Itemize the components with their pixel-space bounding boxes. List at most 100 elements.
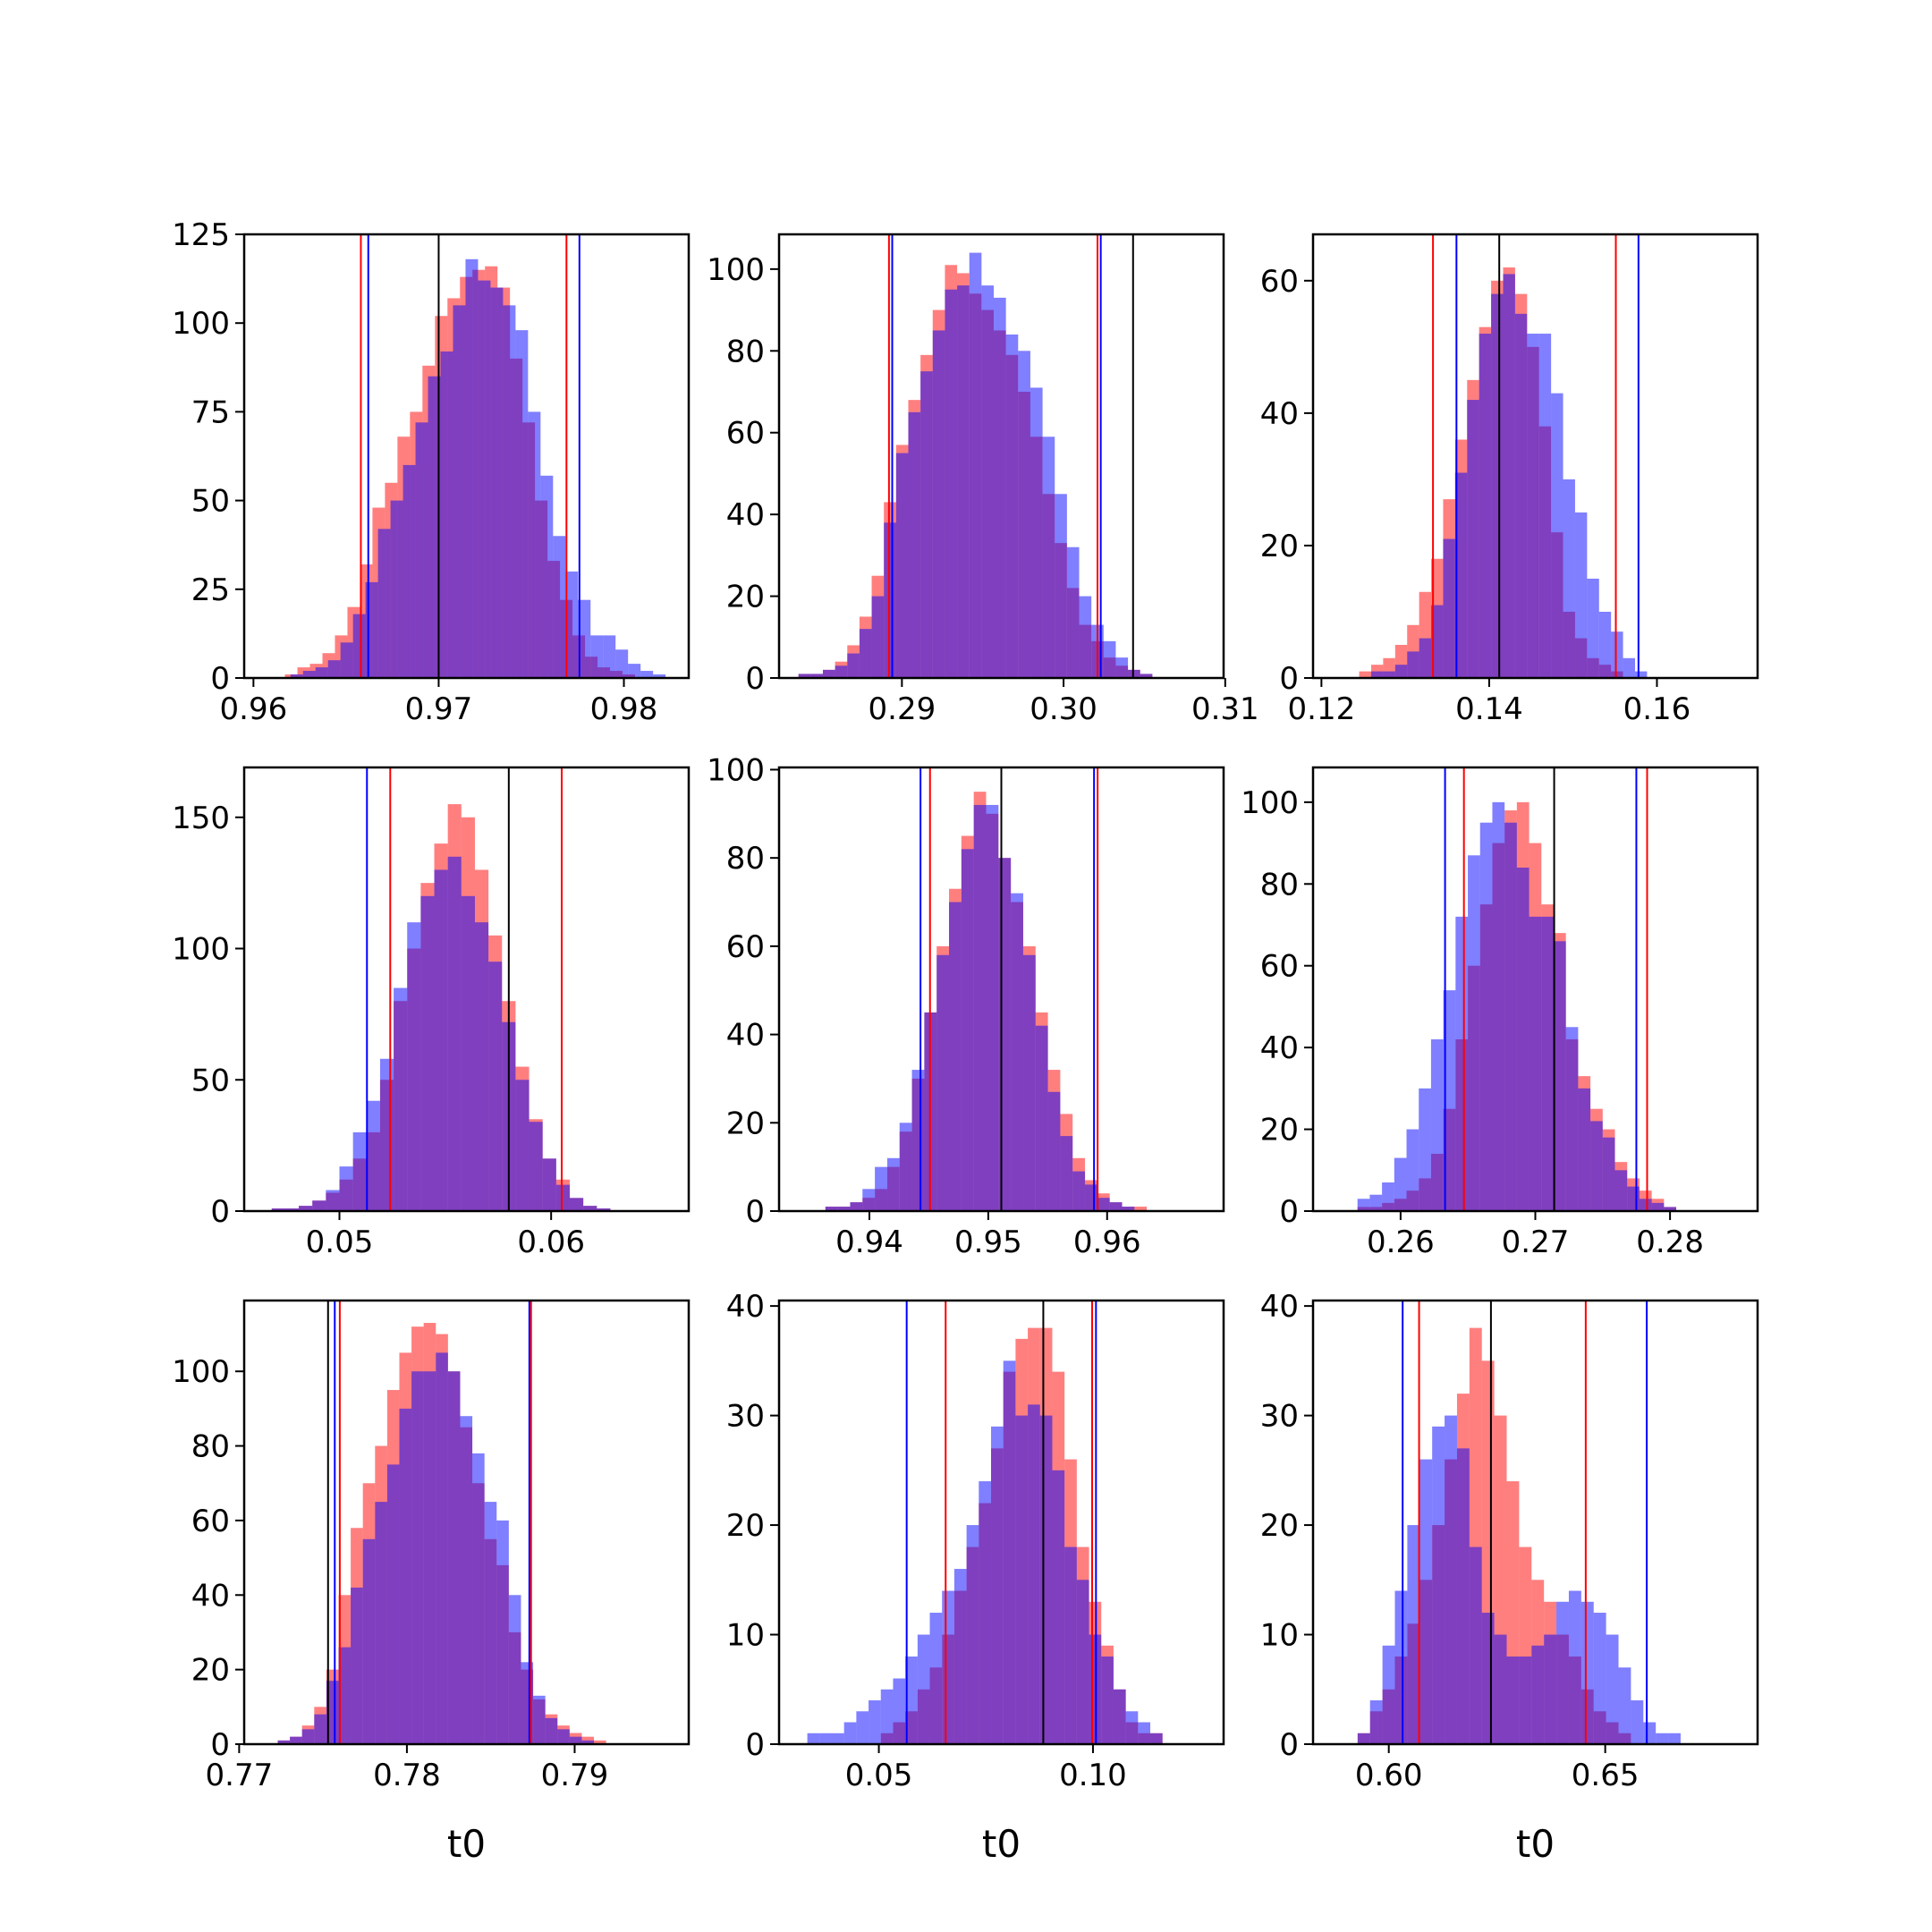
- histogram-bar: [533, 1695, 546, 1744]
- subplot-7: 0.77 0.78 0.79 0 20 40 60 80 100 t0: [172, 1299, 691, 1866]
- histogram-bar: [366, 1100, 380, 1211]
- histogram-bar: [581, 1740, 595, 1744]
- histogram-bar: [472, 1453, 485, 1744]
- histogram-bar: [461, 895, 475, 1211]
- histogram-bar: [640, 671, 654, 678]
- y-tick-label: 100: [1241, 785, 1299, 821]
- histogram-bar: [528, 411, 541, 678]
- histogram-bar: [1531, 1645, 1545, 1744]
- x-axis-label: t0: [982, 1822, 1021, 1866]
- histogram-bar: [807, 1733, 820, 1744]
- histogram-bar: [1563, 479, 1575, 678]
- axes-frame: [242, 766, 691, 1213]
- histogram-bar: [831, 1733, 844, 1744]
- histogram-bar: [1076, 1580, 1089, 1744]
- histogram-bar: [1529, 916, 1542, 1211]
- histogram-bar: [326, 1190, 340, 1211]
- x-tick-label: 0.10: [1059, 1758, 1127, 1793]
- histogram-bar: [1492, 801, 1505, 1211]
- histogram-bar: [1407, 651, 1419, 678]
- histogram-bar: [998, 858, 1012, 1211]
- histogram-bar: [979, 1481, 991, 1744]
- x-tick-label: 0.27: [1502, 1224, 1570, 1260]
- histogram-bar: [893, 1678, 906, 1744]
- histogram-bar: [1369, 1700, 1383, 1744]
- histogram-bar: [1394, 1590, 1408, 1744]
- histogram-bar: [1623, 657, 1635, 678]
- histogram-bar: [484, 1502, 497, 1744]
- histogram-bar: [1494, 1634, 1507, 1744]
- histogram-bar: [379, 1058, 394, 1211]
- histogram-bar: [1551, 393, 1563, 678]
- histogram-bar: [597, 1208, 611, 1211]
- histogram-bar: [1039, 1415, 1053, 1744]
- histogram-bar: [908, 411, 921, 678]
- histogram-bar: [352, 1131, 367, 1211]
- histogram-bar: [545, 1717, 558, 1744]
- histogram-bar: [932, 330, 945, 678]
- histogram-bar: [871, 596, 885, 678]
- histogram-bar: [540, 475, 554, 678]
- axes-frame: [777, 766, 1225, 1213]
- histogram-bar: [1097, 1198, 1110, 1211]
- histogram-bar: [362, 1538, 376, 1744]
- histogram-bar: [1055, 494, 1067, 678]
- y-tick-label: 0: [210, 661, 230, 697]
- histogram-bar: [1122, 1207, 1135, 1211]
- y-tick-label: 0: [745, 1194, 765, 1230]
- histogram-bar: [615, 649, 629, 678]
- y-tick-label: 40: [726, 1289, 765, 1325]
- histogram-bar: [856, 1711, 869, 1744]
- x-tick-label: 0.16: [1623, 691, 1691, 727]
- y-tick-label: 20: [726, 1508, 765, 1544]
- axes-frame: [242, 233, 691, 680]
- histogram-bar: [402, 464, 416, 678]
- histogram-bar: [1516, 868, 1530, 1211]
- histogram-bar: [290, 674, 303, 678]
- histogram-bar: [1491, 293, 1504, 678]
- histogram-bar: [945, 289, 958, 678]
- histogram-bar: [1443, 990, 1456, 1211]
- histogram-series-blue: [277, 1352, 595, 1744]
- histogram-series-blue: [807, 1360, 1163, 1744]
- axes-frame: [777, 233, 1225, 680]
- x-tick-label: 0.95: [954, 1224, 1022, 1260]
- histogram-bar: [886, 1157, 900, 1211]
- y-tick-label: 0: [1279, 661, 1299, 697]
- histogram-bar: [1015, 1415, 1029, 1744]
- y-tick-label: 125: [172, 217, 230, 253]
- histogram-bar: [1504, 822, 1517, 1211]
- histogram-bar: [453, 305, 466, 678]
- histogram-bar: [1085, 1184, 1097, 1211]
- y-tick-label: 60: [726, 929, 765, 965]
- plot-area: [798, 234, 1153, 678]
- histogram-bar: [428, 376, 441, 678]
- histogram-bar: [590, 635, 604, 678]
- y-tick-label: 80: [1260, 867, 1299, 902]
- histogram-bar: [1052, 1470, 1065, 1744]
- histogram-bar: [1587, 578, 1599, 678]
- histogram-bar: [1443, 538, 1455, 678]
- plot-area: [825, 767, 1148, 1211]
- y-tick-label: 80: [191, 1429, 230, 1465]
- histogram-bar: [553, 536, 566, 678]
- histogram-bar: [1574, 512, 1588, 678]
- y-tick-label: 100: [707, 252, 765, 288]
- histogram-bar: [1064, 1546, 1077, 1744]
- plot-area: [284, 234, 666, 678]
- histogram-bar: [386, 1464, 400, 1744]
- histogram-bar: [1138, 1722, 1151, 1744]
- y-tick-label: 60: [191, 1504, 230, 1539]
- histogram-bar: [1109, 1202, 1123, 1211]
- histogram-bar: [981, 285, 994, 678]
- y-tick-label: 100: [172, 306, 230, 342]
- histogram-bar: [1128, 669, 1140, 678]
- histogram-bar: [515, 330, 529, 678]
- histogram-series-blue: [271, 856, 611, 1211]
- y-tick-label: 20: [191, 1653, 230, 1689]
- histogram-bar: [1134, 1207, 1148, 1211]
- histogram-bar: [1514, 313, 1528, 678]
- histogram-bar: [569, 1736, 582, 1744]
- histogram-bar: [1456, 1448, 1470, 1744]
- histogram-bar: [1481, 1613, 1495, 1744]
